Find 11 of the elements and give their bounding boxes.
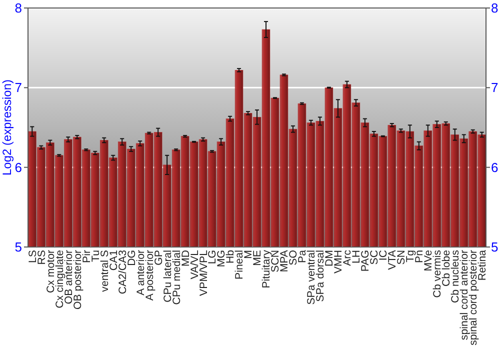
y-tick-label: 7 [14, 80, 22, 96]
x-tick-label: CPu medial [170, 250, 183, 305]
y-axis-title: Log2 (expression) [0, 79, 14, 176]
x-tick-label: Tg [404, 250, 417, 262]
y2-tick-label: 5 [491, 240, 498, 255]
y2-tick-label: 6 [491, 160, 498, 175]
y2-tick-label: 8 [491, 0, 498, 16]
y-tick-label: 5 [14, 240, 22, 255]
y-tick-label: 6 [14, 160, 22, 175]
y-tick-label: 8 [14, 0, 22, 16]
y2-tick-label: 7 [491, 80, 498, 96]
